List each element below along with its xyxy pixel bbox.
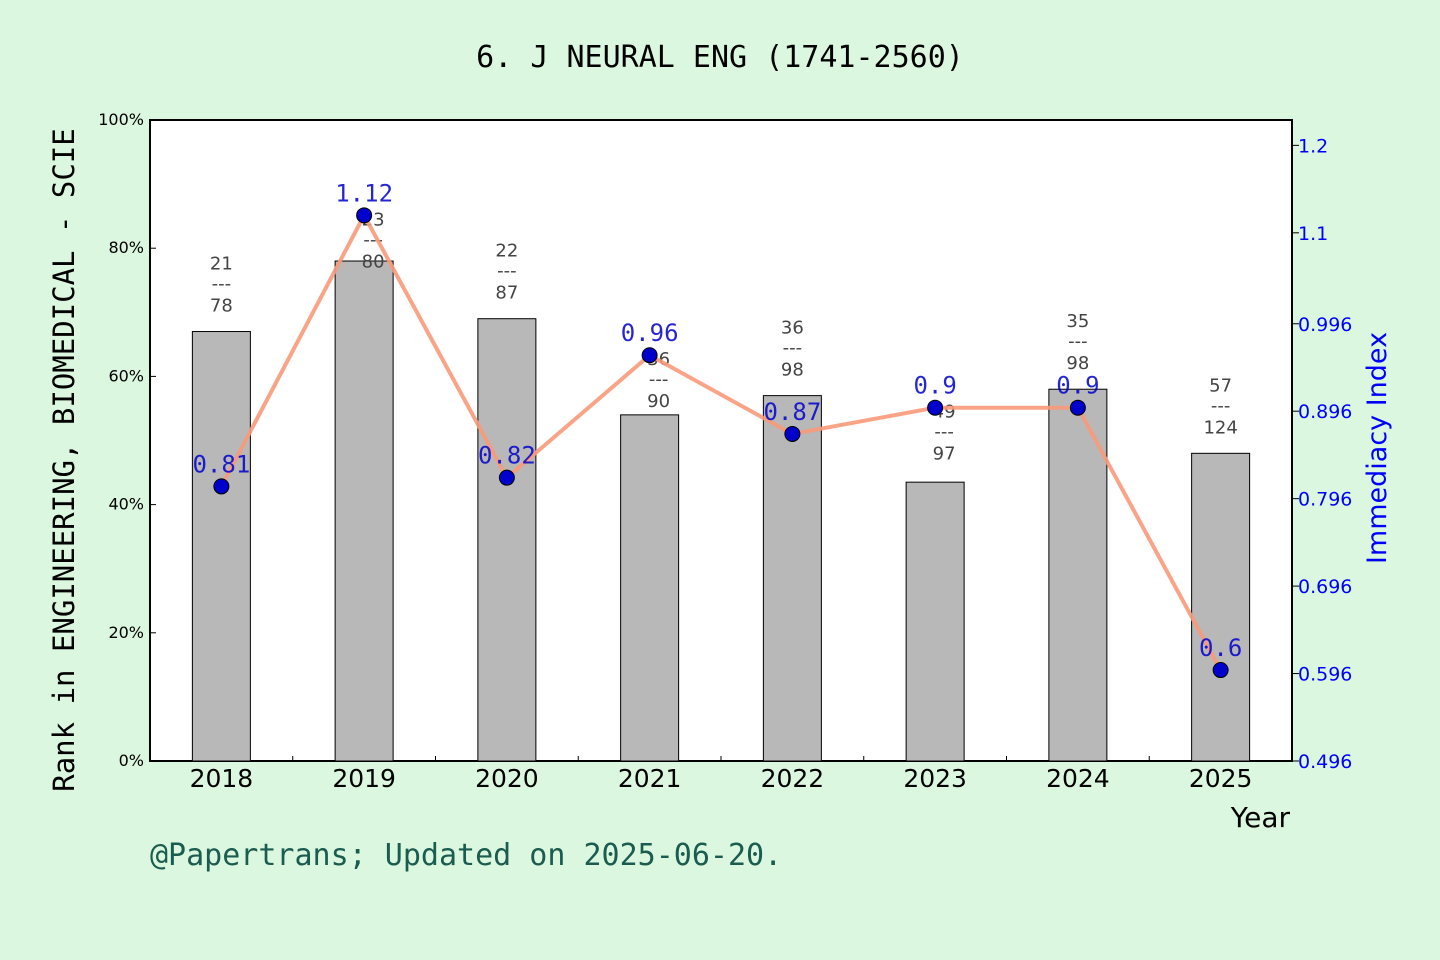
- immediacy-point: [1212, 662, 1229, 679]
- x-axis-label: Year: [1230, 801, 1291, 834]
- y-right-tick-label: 0.896: [1298, 401, 1352, 423]
- x-tick-label: 2018: [190, 764, 254, 793]
- rank-label: 36: [781, 318, 804, 339]
- rank-separator: ---: [497, 261, 517, 282]
- y-left-tick-label: 60%: [108, 366, 144, 385]
- rank-separator: ---: [1068, 331, 1088, 352]
- rank-label: 21: [210, 254, 233, 275]
- y-left-tick-label: 0%: [119, 751, 144, 770]
- bar-2018: [191, 331, 251, 762]
- immediacy-value-label: 0.82: [478, 442, 536, 470]
- bar-2025: [1191, 452, 1251, 762]
- plot-area: [149, 119, 1293, 762]
- rank-separator: ---: [1211, 395, 1231, 416]
- y-left-tick-label: 100%: [98, 110, 144, 129]
- x-tick-label: 2022: [761, 764, 825, 793]
- rank-separator: ---: [212, 274, 232, 295]
- rank-separator: ---: [783, 338, 803, 359]
- y-right-tick-label: 0.796: [1298, 489, 1352, 511]
- y-axis-right-label: Immediacy Index: [1362, 332, 1393, 564]
- y-right-tick-label: 0.996: [1298, 314, 1352, 336]
- rank-separator: ---: [934, 422, 954, 443]
- immediacy-line: [219, 213, 1223, 672]
- x-tick-label: 2019: [332, 764, 396, 793]
- y-left-tick-label: 20%: [108, 623, 144, 642]
- bar-2021: [620, 414, 680, 762]
- rank-separator: ---: [649, 369, 669, 390]
- immediacy-point: [784, 425, 801, 442]
- chart-title: 6. J NEURAL ENG (1741-2560): [476, 40, 964, 75]
- rank-separator: ---: [363, 229, 383, 250]
- immediacy-value-label: 0.87: [763, 398, 821, 426]
- bar-2024: [1048, 388, 1108, 762]
- rank-total: 87: [495, 283, 518, 304]
- y-axis-left-label: Rank in ENGINEERING, BIOMEDICAL - SCIE: [47, 128, 81, 791]
- immediacy-point: [498, 469, 515, 486]
- line-layer: 0.81 1.12 0.82 0.96 0.87 0.9 0.9 0.6: [192, 179, 1242, 679]
- bar-2023: [905, 481, 965, 762]
- immediacy-point: [927, 399, 944, 416]
- y-left-tick-label: 40%: [108, 495, 144, 514]
- footer-note: @Papertrans; Updated on 2025-06-20.: [150, 838, 782, 873]
- immediacy-value-label: 0.81: [192, 450, 250, 478]
- immediacy-value-label: 0.96: [621, 319, 679, 347]
- y-right-tick-label: 0.496: [1298, 751, 1352, 773]
- rank-total: 97: [933, 444, 956, 465]
- x-tick-label: 2021: [618, 764, 682, 793]
- rank-total: 90: [647, 391, 670, 412]
- immediacy-point: [213, 478, 230, 495]
- rank-label: 57: [1209, 375, 1232, 396]
- rank-total: 98: [1066, 353, 1089, 374]
- immediacy-value-label: 1.12: [335, 179, 393, 207]
- immediacy-point: [641, 347, 658, 364]
- immediacy-value-label: 0.6: [1199, 634, 1242, 662]
- x-tick-label: 2020: [475, 764, 539, 793]
- y-right-tick-label: 1.1: [1298, 223, 1328, 245]
- y-right-tick-label: 1.2: [1298, 135, 1328, 157]
- immediacy-point: [356, 207, 373, 224]
- axis-layer: 0% 20% 40% 60% 80% 100% 0.496 0.596 0.696 0.796 0.…: [98, 110, 1352, 793]
- bar-2020: [477, 318, 537, 762]
- immediacy-point: [1069, 399, 1086, 416]
- bars-layer: 21---7823---8022---8736---9036---9849---…: [191, 209, 1251, 762]
- rank-total: 78: [210, 296, 233, 317]
- bar-2022: [762, 395, 822, 762]
- y-right-tick-label: 0.596: [1298, 664, 1352, 686]
- immediacy-value-label: 0.9: [1056, 372, 1099, 400]
- y-right-tick-label: 0.696: [1298, 576, 1352, 598]
- rank-total: 98: [781, 360, 804, 381]
- rank-total: 124: [1203, 417, 1237, 438]
- rank-total: 80: [362, 251, 385, 272]
- rank-label: 22: [495, 241, 518, 262]
- bar-2019: [334, 260, 394, 762]
- x-tick-label: 2024: [1046, 764, 1110, 793]
- x-tick-label: 2025: [1189, 764, 1253, 793]
- x-tick-label: 2023: [903, 764, 967, 793]
- y-left-tick-label: 80%: [108, 238, 144, 257]
- immediacy-value-label: 0.9: [913, 372, 956, 400]
- rank-label: 35: [1066, 311, 1089, 332]
